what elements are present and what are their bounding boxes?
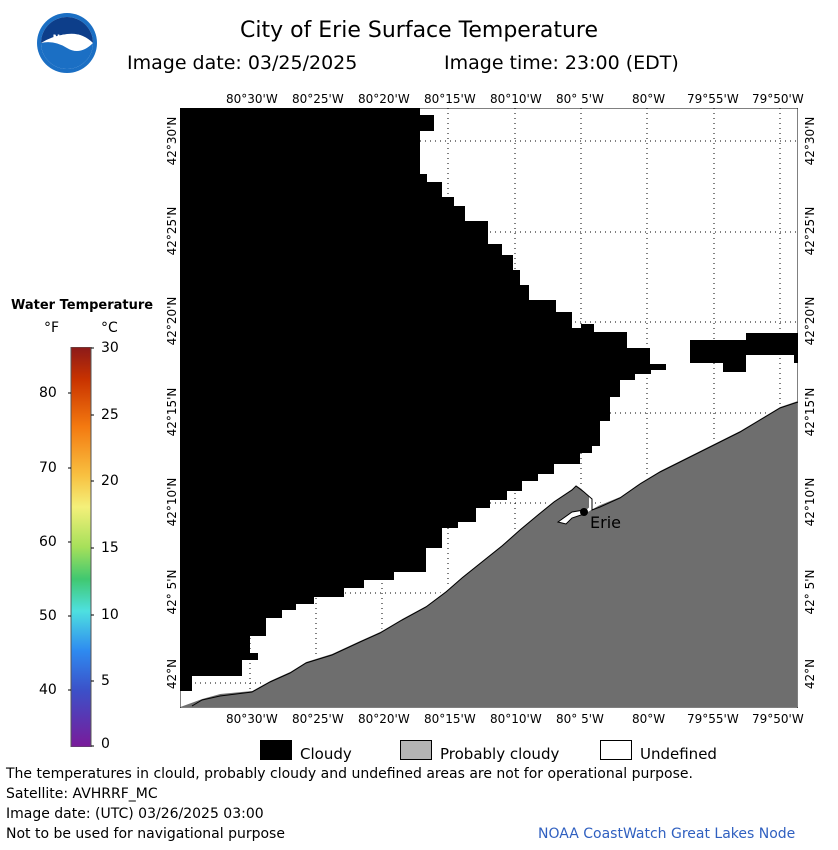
map: Erie (180, 108, 798, 708)
key-probably-cloudy-swatch (400, 740, 432, 760)
satellite-text: Satellite: AVHRRF_MC (6, 786, 158, 802)
lat-label-right: 42°N (803, 658, 817, 690)
fahrenheit-tick: 80 (39, 385, 57, 401)
lon-label-bottom: 80°W (632, 712, 666, 726)
lon-label-top: 80°15'W (424, 92, 476, 106)
cloud-cover (180, 108, 798, 691)
lon-label-bottom: 80°25'W (292, 712, 344, 726)
lon-label-top: 80°10'W (490, 92, 542, 106)
page-title: City of Erie Surface Temperature (239, 18, 599, 43)
fahrenheit-tick: 60 (39, 534, 57, 550)
lat-label-left: 42°20'N (165, 296, 179, 346)
key-undefined-swatch (600, 740, 632, 760)
lat-label-left: 42°30'N (165, 116, 179, 166)
noaa-logo-icon (37, 13, 97, 73)
image-time: Image time: 23:00 (EDT) (444, 52, 679, 74)
lon-label-top: 79°55'W (687, 92, 739, 106)
legend-title: Water Temperature (11, 298, 154, 313)
erie-city-marker (580, 508, 588, 516)
lon-label-bottom: 80°15'W (424, 712, 476, 726)
lon-label-bottom: 79°50'W (752, 712, 804, 726)
celsius-tick: 25 (101, 407, 119, 423)
lon-label-top: 80°30'W (226, 92, 278, 106)
shoreline (191, 401, 798, 707)
lon-label-top: 80° 5'W (556, 92, 604, 106)
key-cloudy-swatch (260, 740, 292, 760)
celsius-tick: 15 (101, 540, 119, 556)
navigation-note: Not to be used for navigational purpose (6, 826, 285, 842)
noaa-logo-text: NOAA (52, 34, 82, 44)
lat-label-left: 42° 5'N (165, 569, 179, 615)
lon-label-top: 79°50'W (752, 92, 804, 106)
unit-celsius: °C (101, 320, 118, 336)
land-area (180, 398, 798, 708)
lat-label-right: 42°15'N (803, 387, 817, 437)
unit-fahrenheit: °F (44, 320, 60, 336)
lat-label-right: 42°30'N (803, 116, 817, 166)
noaa-logo: NOAA (36, 12, 98, 74)
lon-label-bottom: 80° 5'W (556, 712, 604, 726)
lat-label-left: 42°N (165, 658, 179, 690)
lat-label-left: 42°15'N (165, 387, 179, 437)
fahrenheit-tick: 70 (39, 460, 57, 476)
image-date: Image date: 03/25/2025 (127, 52, 358, 74)
celsius-tick: 10 (101, 607, 119, 623)
celsius-tick: 5 (101, 673, 110, 689)
lat-label-left: 42°25'N (165, 206, 179, 256)
lat-label-right: 42°25'N (803, 206, 817, 256)
key-cloudy-label: Cloudy (300, 745, 352, 763)
celsius-tick: 0 (101, 736, 110, 752)
credit-text: NOAA CoastWatch Great Lakes Node (538, 826, 796, 842)
key-undefined-label: Undefined (640, 745, 717, 763)
disclaimer-text: The temperatures in clould, probably clo… (6, 766, 693, 782)
lat-label-right: 42°10'N (803, 477, 817, 527)
lon-label-bottom: 80°10'W (490, 712, 542, 726)
lon-label-bottom: 80°30'W (226, 712, 278, 726)
utc-date-text: Image date: (UTC) 03/26/2025 03:00 (6, 806, 264, 822)
celsius-tick: 20 (101, 473, 119, 489)
lon-label-bottom: 80°20'W (358, 712, 410, 726)
colorbar (68, 347, 94, 747)
lat-label-left: 42°10'N (165, 477, 179, 527)
lon-label-top: 80°20'W (358, 92, 410, 106)
key-probably-cloudy-label: Probably cloudy (440, 745, 560, 763)
lon-label-top: 80°W (632, 92, 666, 106)
erie-city-label: Erie (590, 513, 621, 532)
lon-label-top: 80°25'W (292, 92, 344, 106)
fahrenheit-tick: 50 (39, 608, 57, 624)
celsius-tick: 30 (101, 340, 119, 356)
lon-label-bottom: 79°55'W (687, 712, 739, 726)
lat-label-right: 42°20'N (803, 296, 817, 346)
lat-label-right: 42° 5'N (803, 569, 817, 615)
fahrenheit-tick: 40 (39, 682, 57, 698)
